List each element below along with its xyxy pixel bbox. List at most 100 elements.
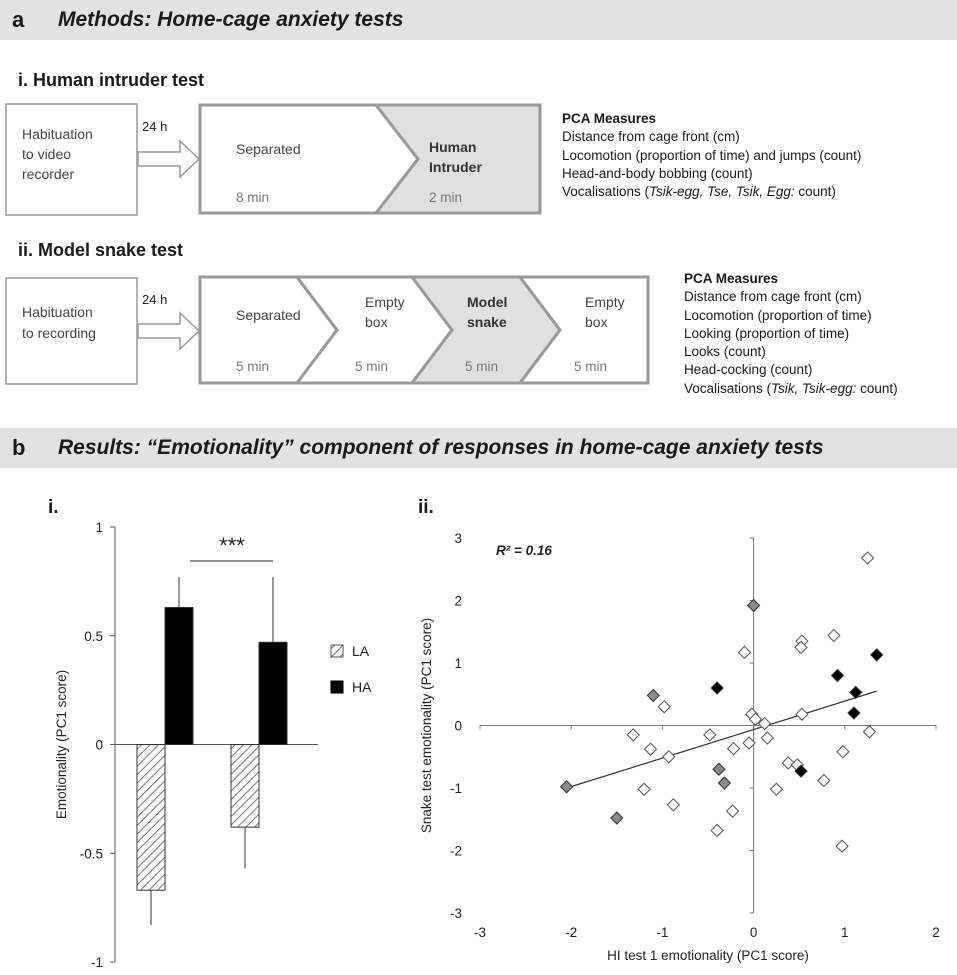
data-point-white [703,728,717,742]
test2-pca-item-text: Tsik, Tsik-egg: [771,380,857,396]
data-point-white [710,823,724,838]
test1-phase1-label: Separated [236,141,301,157]
data-point-white [835,839,849,853]
bar-la [230,744,260,828]
test1-phase-intruder [372,103,542,215]
test1-habituation-box [5,103,138,216]
test2-hab-line2: to recording [22,325,96,341]
y-tick-label: -2 [450,844,462,859]
data-point-gray [712,762,726,776]
test2-phase4-label-1: Empty [585,294,625,310]
data-point-white [827,628,841,643]
section-a-letter: a [12,7,25,32]
y-tick-label: 2 [454,594,462,609]
data-point-white [737,645,752,660]
data-point-white [760,731,774,745]
legend-label-la: LA [352,643,370,659]
test2-pca-item-text: Vocalisations ( [684,380,772,396]
data-point-black [847,706,861,720]
test1-pca-item-text: Vocalisations ( [562,184,650,200]
data-point-white [860,551,875,565]
test2-pca-item-text: Head-cocking (count) [684,362,813,378]
data-point-white [795,707,809,721]
test2-phase1-duration: 5 min [236,359,269,374]
y-tick-label: 1 [454,656,462,671]
data-point-gray [610,811,624,825]
test2-pca-item: Head-cocking (count) [684,361,898,379]
test2-phase3-label-2: snake [467,314,507,330]
section-a-header: a Methods: Home-cage anxiety tests [0,0,957,40]
test2-pca-item: Vocalisations (Tsik, Tsik-egg: count) [684,380,898,398]
data-point-gray [717,776,732,790]
test1-phase-separated [198,103,420,215]
test2-heading: ii. Model snake test [18,240,184,260]
data-point-black [794,764,808,778]
legend-swatch-ha [330,680,344,694]
x-tick-label: -2 [565,925,577,940]
test2-pca-item-text: count) [856,380,898,396]
test2-phase4-duration: 5 min [574,359,607,374]
data-point-white [662,750,676,764]
section-b-letter: b [12,435,26,460]
data-point-white [862,725,877,739]
data-point-black [849,685,863,700]
methods-flow-diagram: Habituation to video recorder 24 h Separ… [5,103,650,385]
test2-pca-list: Distance from cage front (cm) Locomotion … [684,288,898,398]
test1-hab-line3: recorder [22,166,74,182]
data-point-white [643,742,658,756]
test2-pca-item-text: Locomotion (proportion of time) [684,307,872,323]
y-tick-label: -1 [91,955,103,970]
x-axis-label: HI test 1 emotionality (PC1 score) [607,948,809,963]
panel-ii-label: ii. [418,497,434,518]
data-point-white [836,745,850,759]
panel-i-label: i. [48,497,59,518]
test2-pca-item: Locomotion (proportion of time) [684,307,898,325]
data-point-white [726,741,741,756]
test1-pca-item: Head-and-body bobbing (count) [562,165,861,183]
test2-hab-line1: Habituation [22,304,93,320]
test1-pca-item: Locomotion (proportion of time) and jump… [562,147,861,165]
data-point-white [742,736,756,750]
section-b-title: Results: “Emotionality” component of res… [58,436,824,459]
bar-la [136,744,166,891]
test2-phase1-label: Separated [236,307,301,323]
data-point-black [710,681,724,695]
test2-pca-item-text: Looks (count) [684,344,766,360]
test1-pca-heading: PCA Measures [562,111,657,126]
data-point-white [769,782,784,796]
test1-heading: i. Human intruder test [18,70,205,90]
bar-ha [164,606,194,745]
test2-phase-empty2 [516,275,650,385]
test1-phase1-duration: 8 min [236,190,269,205]
legend-swatch-la [330,644,344,658]
x-tick-label: -1 [656,925,668,940]
test1-pca-item-text: count) [794,184,836,200]
data-point-white [666,798,681,812]
r-squared-annotation: R² = 0.16 [496,543,552,558]
test1-pca-measures: PCA Measures Distance from cage front (c… [562,110,861,201]
data-point-white [637,782,651,796]
test1-gap-arrow [137,139,201,179]
data-point-gray [559,780,574,794]
data-point-white [757,716,772,731]
test2-pca-item-text: Looking (proportion of time) [684,325,850,341]
test1-hab-line1: Habituation [22,126,93,142]
data-point-black [870,648,884,662]
scatter-chart: -3 -2 -1 0 1 2 3 -3 -2 -1 0 1 2 HI test 1 emotionalit… [419,531,940,963]
x-tick-label: 0 [750,925,758,940]
y-tick-label: 3 [454,531,462,546]
test2-gap-label: 24 h [142,292,167,307]
test2-phase2-label-1: Empty [365,294,405,310]
x-tick-label: -3 [474,925,486,940]
y-tick-label: 0 [454,719,462,734]
data-point-white [725,804,740,818]
test1-phase2-label-1: Human [429,139,476,155]
x-tick-label: 2 [932,925,940,940]
test2-habituation-box [5,277,138,385]
test1-phase2-duration: 2 min [429,190,462,205]
data-point-white [748,712,763,726]
test2-pca-heading: PCA Measures [684,271,779,286]
significance-stars: *** [219,533,245,558]
x-tick-label: 1 [841,925,849,940]
y-tick-label: -1 [450,781,462,796]
